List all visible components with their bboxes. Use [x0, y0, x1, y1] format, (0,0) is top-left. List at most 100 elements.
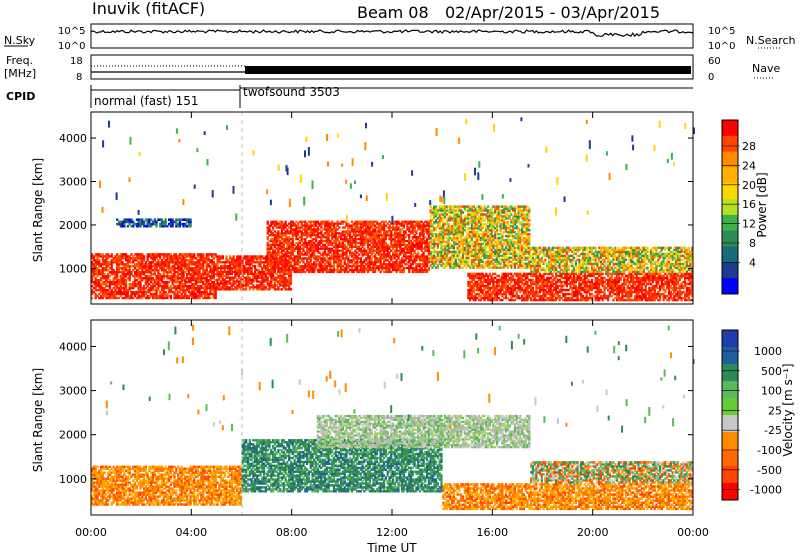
heatmap-cell	[130, 253, 133, 256]
heatmap-cell	[243, 288, 246, 291]
heatmap-cell	[105, 275, 108, 278]
heatmap-cell	[96, 255, 99, 258]
heatmap-cell	[173, 280, 176, 284]
heatmap-cell	[121, 279, 124, 282]
heatmap-cell	[128, 261, 131, 264]
heatmap-cell	[162, 271, 165, 274]
heatmap-cell	[132, 284, 135, 288]
heatmap-cell	[173, 259, 176, 262]
heatmap-cell	[211, 286, 214, 290]
heatmap-cell	[112, 294, 115, 298]
heatmap-cell	[209, 284, 212, 288]
heatmap-cell	[108, 286, 112, 290]
heatmap-cell	[175, 292, 178, 296]
heatmap-cell	[193, 255, 196, 258]
heatmap-cell	[205, 273, 208, 276]
heatmap-cell	[239, 284, 242, 287]
heatmap-cell	[157, 286, 160, 290]
heatmap-cell	[103, 261, 106, 264]
heatmap-cell	[173, 263, 176, 266]
heatmap-cell	[182, 284, 185, 288]
heatmap-cell	[223, 265, 226, 268]
heatmap-cell	[92, 280, 95, 284]
heatmap-cell	[150, 277, 153, 280]
heatmap-cell	[186, 253, 189, 256]
noise-right-tick-top: 10^5	[708, 26, 735, 37]
heatmap-cell	[160, 253, 164, 256]
heatmap-cell	[212, 290, 215, 294]
heatmap-cell	[180, 259, 183, 262]
heatmap-cell	[200, 259, 203, 262]
heatmap-cell	[100, 263, 103, 266]
heatmap-cell	[227, 265, 230, 268]
heatmap-cell	[107, 253, 110, 256]
heatmap-cell	[150, 279, 153, 282]
heatmap-cell	[239, 263, 242, 266]
heatmap-cell	[182, 282, 185, 286]
heatmap-cell	[119, 261, 122, 264]
heatmap-cell	[259, 255, 262, 258]
heatmap-cell	[164, 263, 167, 266]
heatmap-cell	[126, 255, 129, 258]
heatmap-cell	[255, 288, 258, 291]
heatmap-cell	[157, 265, 160, 268]
heatmap-cell	[94, 280, 97, 284]
heatmap-cell	[212, 261, 215, 264]
heatmap-cell	[117, 296, 121, 300]
heatmap-cell	[245, 257, 248, 260]
heatmap-cell	[130, 265, 133, 268]
heatmap-cell	[216, 278, 219, 281]
heatmap-cell	[194, 261, 198, 264]
heatmap-cell	[175, 253, 178, 256]
heatmap-cell	[116, 279, 119, 282]
heatmap-cell	[264, 272, 267, 275]
heatmap-cell	[241, 259, 244, 262]
heatmap-cell	[125, 288, 128, 292]
heatmap-cell	[146, 290, 149, 294]
heatmap-cell	[169, 288, 172, 292]
heatmap-cell	[101, 286, 104, 290]
heatmap-cell	[155, 288, 158, 292]
heatmap-cell	[148, 286, 151, 290]
heatmap-cell	[178, 294, 181, 298]
heatmap-cell	[221, 288, 224, 291]
heatmap-cell	[220, 261, 223, 264]
heatmap-cell	[101, 257, 104, 260]
heatmap-cell	[250, 268, 253, 272]
heatmap-cell	[132, 290, 135, 294]
heatmap-cell	[229, 276, 232, 279]
heatmap-cell	[91, 290, 94, 294]
heatmap-cell	[216, 255, 219, 258]
heatmap-cell	[105, 263, 108, 266]
heatmap-cell	[214, 267, 217, 270]
heatmap-cell	[198, 263, 201, 266]
heatmap-cell	[211, 271, 214, 274]
heatmap-cell	[168, 253, 171, 256]
heatmap-cell	[212, 253, 215, 256]
heatmap-cell	[166, 267, 169, 270]
heatmap-cell	[184, 296, 187, 300]
heatmap-cell	[125, 255, 128, 258]
heatmap-cell	[187, 265, 190, 268]
heatmap-cell	[108, 279, 112, 282]
heatmap-cell	[143, 273, 146, 276]
heatmap-cell	[110, 265, 113, 268]
heatmap-cell	[137, 255, 140, 258]
heatmap-cell	[135, 253, 138, 256]
heatmap-cell	[200, 255, 203, 258]
heatmap-cell	[135, 263, 138, 266]
heatmap-cell	[94, 259, 97, 262]
heatmap-cell	[151, 294, 155, 298]
heatmap-cell	[159, 275, 162, 278]
heatmap-cell	[359, 257, 362, 260]
heatmap-cell	[252, 276, 255, 279]
heatmap-cell	[234, 282, 237, 285]
heatmap-cell	[263, 270, 266, 274]
heatmap-cell	[151, 261, 155, 264]
heatmap-cell	[261, 266, 264, 270]
heatmap-cell	[107, 277, 110, 280]
heatmap-cell	[189, 294, 192, 298]
heatmap-cell	[257, 288, 260, 291]
heatmap-cell	[264, 261, 267, 264]
heatmap-cell	[166, 265, 169, 268]
